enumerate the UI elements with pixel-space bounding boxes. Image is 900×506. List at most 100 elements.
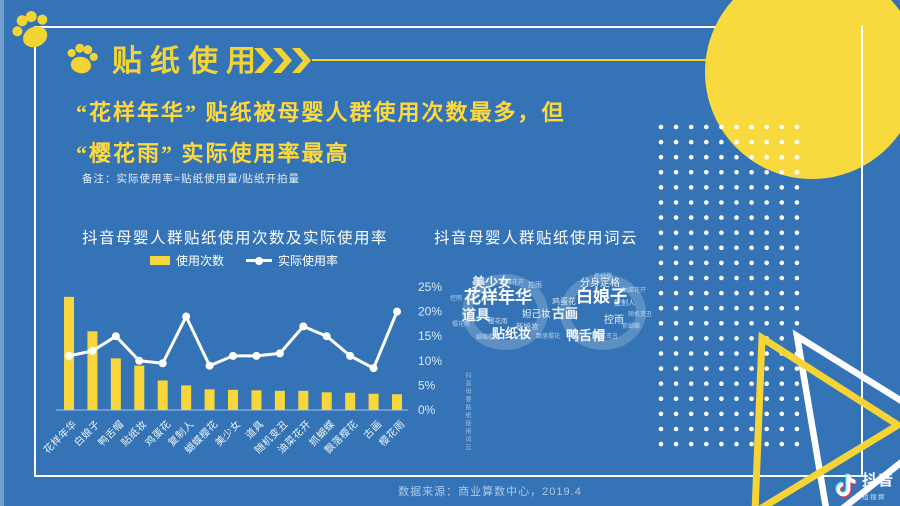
headline-line1: “花样年华” 贴纸被母婴人群使用次数最多，但 xyxy=(76,100,566,125)
grid-dot xyxy=(719,366,724,371)
grid-dot xyxy=(688,275,694,281)
grid-dot xyxy=(658,260,664,266)
grid-dot xyxy=(658,321,664,326)
grid-dot xyxy=(764,321,769,326)
grid-dot xyxy=(673,245,679,251)
headline-line2: “樱花雨” 实际使用率最高 xyxy=(76,141,350,166)
grid-dot xyxy=(688,200,694,205)
bar xyxy=(181,385,192,410)
grid-dot xyxy=(734,411,739,417)
grid-dot xyxy=(764,230,769,235)
grid-dot xyxy=(779,260,785,266)
wordcloud-word: 古画 xyxy=(552,306,579,321)
wordcloud-word: 复制人 xyxy=(614,300,635,307)
grid-dot xyxy=(658,351,664,356)
grid-dot xyxy=(749,441,754,447)
grid-dot xyxy=(734,154,739,160)
grid-dot xyxy=(688,290,694,296)
yellow-circle-decor xyxy=(705,0,900,179)
grid-dot xyxy=(764,381,769,387)
grid-dot xyxy=(688,396,694,402)
grid-dot xyxy=(658,170,664,175)
grid-dot xyxy=(779,185,785,190)
grid-dot xyxy=(764,245,769,251)
grid-dot xyxy=(688,366,694,371)
chart-title: 抖音母婴人群贴纸使用次数及实际使用率 xyxy=(82,230,389,247)
grid-dot xyxy=(688,351,694,356)
grid-dot xyxy=(673,139,679,145)
grid-dot xyxy=(658,215,664,220)
yellow-triangle-icon xyxy=(751,331,900,506)
grid-dot xyxy=(704,396,709,402)
grid-dot xyxy=(794,230,800,235)
wordcloud: 抖音母婴贴纸使用词云 美少女 花样年华 道具 贴纸妆 妲己妆 新娘妆 樱花雨 控雨 古画 鸡蛋花分… xyxy=(448,272,663,467)
wordcloud-word: 新娘妆 xyxy=(516,322,539,331)
bar xyxy=(157,380,168,410)
chart-plot: 25% 20% 15% 10% 5% 0% xyxy=(56,280,442,417)
paw-icons xyxy=(12,11,98,74)
grid-dot xyxy=(719,321,724,326)
bar xyxy=(274,390,285,410)
line-point xyxy=(111,332,120,341)
grid-dot xyxy=(779,245,785,251)
grid-dot xyxy=(688,154,694,160)
grid-dot xyxy=(658,230,664,235)
grid-dot xyxy=(749,139,754,145)
grid-dot xyxy=(749,170,754,175)
grid-dot xyxy=(779,426,785,432)
grid-dot xyxy=(764,124,769,130)
line-point xyxy=(275,349,284,358)
line-point xyxy=(299,322,308,331)
grid-dot xyxy=(764,275,769,281)
grid-dot xyxy=(734,396,739,402)
frame-border-top xyxy=(34,26,863,28)
grid-dot xyxy=(673,230,679,235)
line-point xyxy=(88,346,97,355)
grid-dot xyxy=(794,215,800,220)
grid-dot xyxy=(749,185,754,190)
grid-dot xyxy=(749,154,754,160)
grid-dot xyxy=(658,411,664,417)
grid-dot xyxy=(688,260,694,266)
grid-dot xyxy=(719,381,724,387)
grid-dot xyxy=(719,215,724,220)
grid-dot xyxy=(749,336,754,341)
grid-dot xyxy=(673,441,679,447)
wordcloud-word: 抓蝴蝶 xyxy=(622,324,641,330)
grid-dot xyxy=(764,441,769,447)
data-source: 数据来源：商业算数中心，2019.4 xyxy=(398,486,582,498)
grid-dot xyxy=(658,124,664,130)
grid-dot xyxy=(734,139,739,145)
wordcloud-word: 随机变丑 xyxy=(628,312,653,318)
grid-dot xyxy=(704,139,709,145)
grid-dot xyxy=(688,441,694,447)
grid-dot xyxy=(749,200,754,205)
wordcloud-word: 道具 xyxy=(462,307,490,323)
grid-dot xyxy=(658,290,664,296)
grid-dot xyxy=(704,154,709,160)
mask-right-lens-decor xyxy=(560,274,646,350)
grid-dot xyxy=(688,411,694,417)
grid-dot xyxy=(779,336,785,341)
line-point xyxy=(346,351,355,360)
line-point xyxy=(369,364,378,373)
grid-dot xyxy=(704,124,709,130)
wordcloud-word: 樱花雨 xyxy=(452,322,471,328)
grid-dot xyxy=(673,336,679,341)
grid-dot xyxy=(794,411,800,417)
axis-tick-label: 20% xyxy=(418,305,442,319)
grid-dot xyxy=(734,381,739,387)
grid-dot xyxy=(764,185,769,190)
grid-dot xyxy=(658,275,664,281)
grid-dot xyxy=(658,154,664,160)
grid-dot xyxy=(719,170,724,175)
wordcloud-word: 鸡蛋花 xyxy=(552,297,576,306)
grid-dot xyxy=(719,290,724,296)
grid-dot xyxy=(673,124,679,130)
grid-dot xyxy=(704,245,709,251)
grid-dot xyxy=(764,366,769,371)
grid-dot xyxy=(734,426,739,432)
grid-dot xyxy=(794,396,800,402)
grid-dot xyxy=(719,139,724,145)
